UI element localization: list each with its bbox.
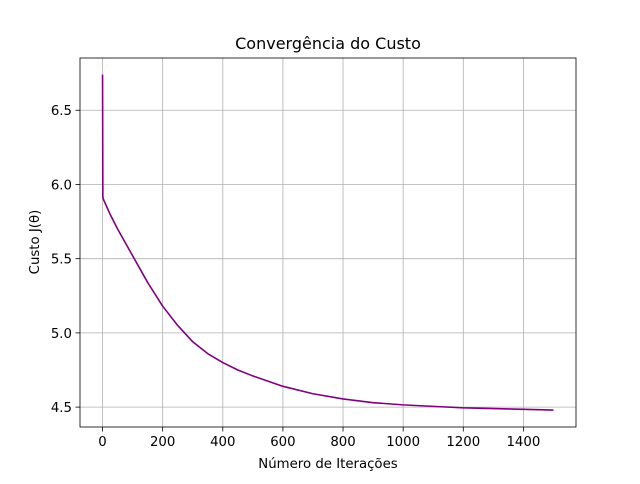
plot-frame	[79, 57, 577, 428]
x-tick-label: 1200	[446, 435, 480, 450]
x-axis-label: Número de Iterações	[258, 456, 397, 472]
y-tick-label: 5.0	[51, 327, 72, 342]
y-tick-label: 6.5	[51, 104, 72, 119]
x-tick-label: 0	[98, 435, 106, 450]
cost-series-line	[101, 74, 554, 411]
y-axis-label: Custo J(θ)	[28, 210, 43, 275]
x-tick-label: 1000	[386, 435, 420, 450]
series-layer	[101, 74, 554, 411]
x-tick-label: 1400	[506, 435, 540, 450]
y-tick-label: 6.0	[51, 178, 72, 193]
y-tick-label: 5.5	[51, 253, 72, 268]
x-tick-label: 200	[150, 435, 175, 450]
x-tick-label: 800	[330, 435, 355, 450]
chart-title: Convergência do Custo	[235, 34, 421, 53]
ticks: 0 200 400 600 800 1000 1200 1400 4.5 5.0 5.5 6.0 6.5	[51, 104, 540, 450]
grid	[80, 58, 576, 427]
x-tick-label: 600	[270, 435, 295, 450]
y-tick-label: 4.5	[51, 401, 72, 416]
x-tick-label: 400	[210, 435, 235, 450]
